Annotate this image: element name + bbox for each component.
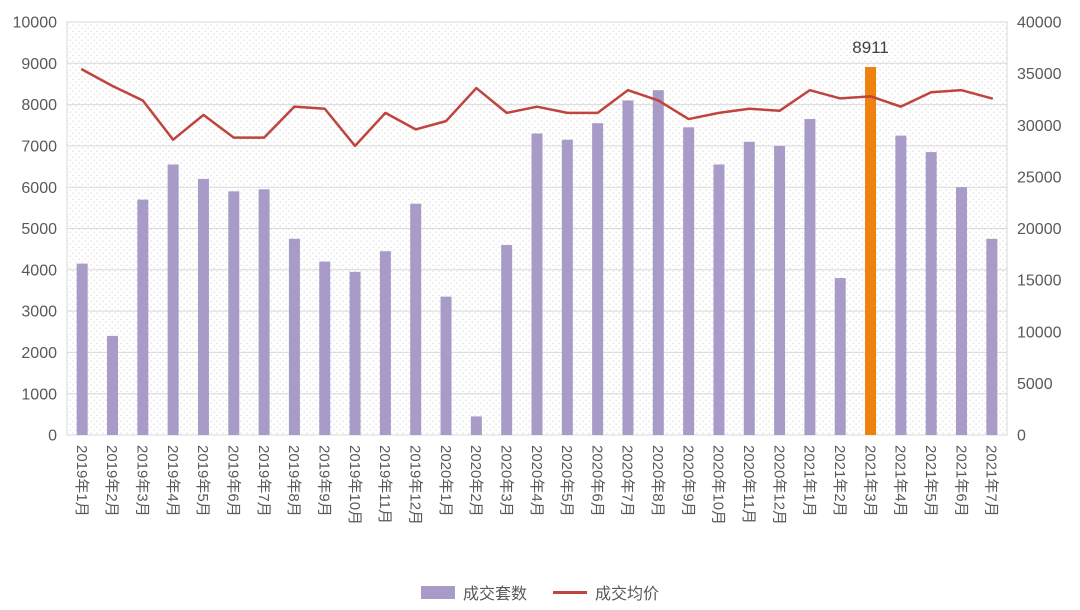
bar [167, 164, 179, 436]
right-axis-tick-label: 5000 [1017, 376, 1053, 393]
left-axis-tick-label: 7000 [21, 139, 57, 156]
bar [774, 145, 786, 435]
left-axis-tick-label: 1000 [21, 386, 57, 403]
x-axis-category-label: 2021年6月 [952, 445, 969, 517]
bar [76, 263, 88, 435]
bar [713, 164, 725, 436]
right-axis-tick-label: 20000 [1017, 221, 1062, 238]
x-axis-category-label: 2020年12月 [770, 445, 787, 525]
left-axis-tick-label: 4000 [21, 262, 57, 279]
left-axis-tick-label: 6000 [21, 180, 57, 197]
x-axis-category-label: 2019年11月 [376, 445, 393, 524]
bar [592, 123, 604, 435]
right-axis-tick-label: 10000 [1017, 324, 1062, 341]
bar-series-label: 成交套数 [462, 586, 527, 603]
bar [137, 199, 149, 435]
line-series-label: 成交均价 [595, 586, 660, 603]
left-axis-tick-label: 5000 [21, 221, 57, 238]
x-axis-category-label: 2020年9月 [679, 445, 696, 517]
x-axis-category-label: 2019年9月 [315, 445, 332, 517]
bar [228, 191, 240, 435]
right-axis-tick-label: 15000 [1017, 273, 1062, 290]
left-axis-tick-label: 8000 [21, 97, 57, 114]
bar [956, 187, 968, 435]
x-axis-category-label: 2020年11月 [740, 445, 757, 524]
bar [379, 251, 391, 435]
x-axis-category-label: 2020年3月 [497, 445, 514, 517]
x-axis-category-label: 2020年5月 [558, 445, 575, 517]
right-axis-tick-label: 0 [1017, 428, 1026, 445]
bar [501, 245, 513, 435]
x-axis-category-label: 2019年6月 [225, 445, 242, 517]
legend-item-line-series: 成交均价 [553, 580, 659, 604]
left-axis-tick-label: 9000 [21, 56, 57, 73]
highlighted-bar [865, 66, 877, 435]
bar [349, 271, 361, 435]
chart-legend: 成交套数 成交均价 [0, 580, 1080, 604]
x-axis-category-label: 2019年5月 [194, 445, 211, 517]
bar [470, 416, 482, 435]
legend-item-bar-series: 成交套数 [420, 580, 527, 604]
bar [834, 278, 846, 435]
x-axis-category-label: 2019年10月 [346, 445, 363, 525]
bar [440, 296, 452, 435]
x-axis-category-label: 2020年7月 [619, 445, 636, 517]
x-axis-category-label: 2021年4月 [892, 445, 909, 517]
bar [258, 189, 270, 435]
left-axis-tick-label: 10000 [13, 15, 58, 32]
bar [319, 261, 331, 435]
x-axis-category-label: 2019年4月 [164, 445, 181, 517]
right-axis-tick-label: 30000 [1017, 118, 1062, 135]
x-axis-category-label: 2021年7月 [983, 445, 1000, 517]
bar [197, 178, 209, 435]
bar [652, 90, 664, 436]
x-axis-category-label: 2020年1月 [437, 445, 454, 517]
x-axis-category-label: 2021年2月 [831, 445, 848, 517]
x-axis-category-label: 2020年8月 [649, 445, 666, 517]
bar [683, 127, 695, 435]
x-axis-category-label: 2019年7月 [255, 445, 272, 517]
x-axis-category-label: 2020年10月 [710, 445, 727, 525]
x-axis-category-label: 2021年3月 [861, 445, 878, 517]
x-axis-category-label: 2019年2月 [103, 445, 120, 517]
right-axis-tick-label: 25000 [1017, 169, 1062, 186]
left-axis-tick-label: 2000 [21, 345, 57, 362]
bar [895, 135, 907, 435]
left-axis-tick-label: 0 [48, 428, 57, 445]
bar [288, 238, 300, 435]
x-axis-category-label: 2019年8月 [285, 445, 302, 517]
bar [531, 133, 543, 435]
right-axis-tick-label: 35000 [1017, 66, 1062, 83]
line-series-swatch-icon [553, 590, 587, 594]
price-line [80, 68, 994, 148]
bar [804, 119, 816, 436]
x-axis-category-label: 2020年6月 [588, 445, 605, 517]
bar [622, 100, 634, 435]
x-axis-category-label: 2020年2月 [467, 445, 484, 517]
x-axis-category-label: 2021年5月 [922, 445, 939, 517]
bar [410, 203, 422, 435]
bar [743, 141, 755, 435]
bar [561, 139, 573, 435]
highlight-value-annotation: 8911 [852, 38, 889, 57]
bar [925, 152, 937, 435]
x-axis-category-label: 2020年4月 [528, 445, 545, 517]
left-axis-tick-label: 3000 [21, 304, 57, 321]
x-axis-category-label: 2019年3月 [134, 445, 151, 517]
x-axis-category-label: 2019年12月 [406, 445, 423, 525]
bar-series-swatch-icon [420, 585, 455, 599]
right-axis-tick-label: 40000 [1017, 15, 1062, 32]
bar [986, 238, 998, 435]
x-axis-category-label: 2019年1月 [73, 445, 90, 517]
x-axis-category-label: 2021年1月 [801, 445, 818, 517]
bar [106, 335, 118, 435]
